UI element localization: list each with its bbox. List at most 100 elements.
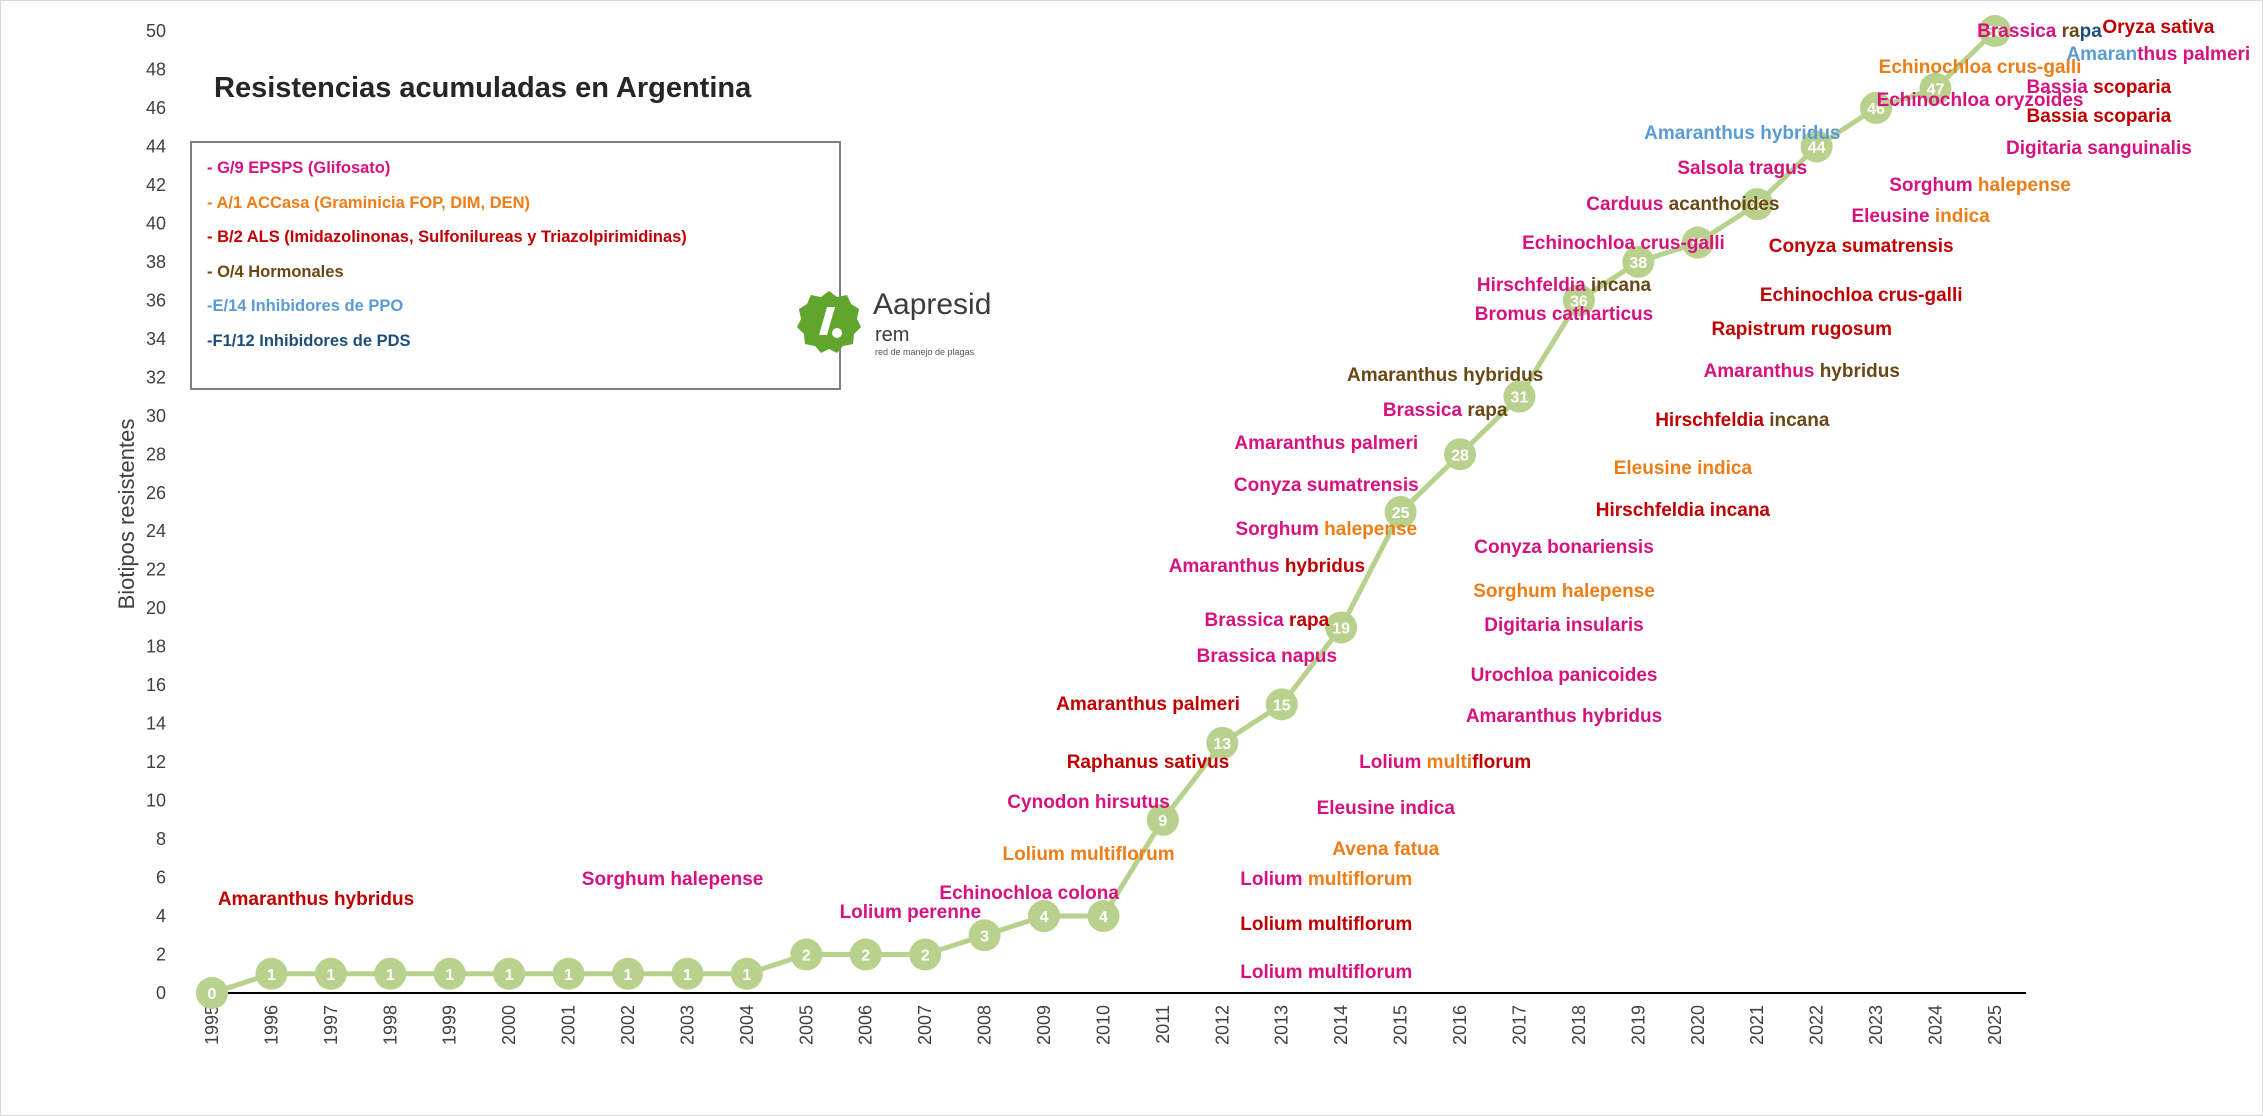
data-label: 3 — [980, 928, 989, 945]
species-annotation: Sorghum halepense — [1889, 175, 2071, 197]
species-annotation: Sorghum halepense — [582, 869, 764, 891]
x-tick-label: 2021 — [1747, 1005, 1767, 1045]
data-point-marker — [1860, 91, 1893, 124]
x-tick-label: 2009 — [1034, 1005, 1054, 1045]
data-point: 19 — [1325, 611, 1358, 644]
species-annotation: Lolium multiflorum — [1359, 752, 1531, 774]
data-point-marker — [1800, 130, 1833, 163]
x-tick-label: 2006 — [856, 1005, 876, 1045]
data-point-marker — [1622, 245, 1655, 278]
y-axis-ticks: 0246810121416182022242628303234363840424… — [146, 21, 166, 1003]
data-label: 1 — [624, 967, 633, 984]
species-annotation-part: halepense — [1972, 174, 2071, 196]
species-annotation-part: Avena fatua — [1332, 838, 1440, 860]
species-annotation-part: Lolium perenne — [839, 902, 982, 924]
data-point: 1 — [730, 957, 763, 990]
legend-entry: - G/9 EPSPS (Glifosato) — [207, 159, 391, 177]
data-label: 15 — [1273, 697, 1291, 714]
species-annotation-part: Eleusine indica — [1613, 457, 1753, 479]
y-tick-label: 20 — [146, 598, 166, 618]
species-annotation: Eleusine indica — [1317, 798, 1455, 820]
data-label: 41 — [1748, 197, 1766, 214]
data-point: 4 — [1087, 900, 1120, 933]
species-annotation-part: Amaranthus hybridus — [1465, 705, 1663, 727]
species-annotation: Amaranthus hybridus — [1704, 361, 1900, 383]
chart-title: Resistencias acumuladas en Argentina — [214, 72, 752, 104]
data-point: 47 — [1919, 72, 1952, 105]
species-annotation: Urochloa panicoides — [1471, 665, 1658, 687]
data-label: 13 — [1213, 736, 1231, 753]
species-annotation-part: Amaranthus — [1703, 361, 1815, 383]
data-label: 1 — [386, 967, 395, 984]
y-tick-label: 10 — [146, 791, 166, 811]
species-annotation: Brassica rapa — [1383, 400, 1508, 422]
logo-tag: red de manejo de plagas — [875, 347, 975, 357]
legend-entry: - O/4 Hormonales — [207, 262, 344, 281]
data-label: 1 — [505, 967, 514, 984]
data-point: 38 — [1622, 245, 1655, 278]
data-point-marker — [1265, 688, 1298, 721]
species-annotation-part: Amaran — [2066, 44, 2138, 65]
aapresid-logo: Aapresid rem red de manejo de plagas — [797, 275, 997, 357]
species-annotation-part: Hirschfeldia — [1655, 409, 1764, 431]
data-label: 28 — [1451, 447, 1469, 464]
species-annotation-part: Eleusine indica — [1316, 798, 1455, 820]
data-label: 31 — [1511, 390, 1529, 407]
species-annotation-part: Conyza sumatrensis — [1233, 474, 1419, 496]
species-annotation-part: Oryza sativa — [2102, 17, 2215, 39]
y-tick-label: 2 — [156, 945, 166, 965]
data-point: 1 — [493, 957, 526, 990]
species-annotation: Oryza sativa — [2102, 17, 2214, 39]
species-annotation-part: Amaranthus palmeri — [1056, 694, 1240, 716]
y-tick-label: 22 — [146, 560, 166, 580]
data-label: 39 — [1689, 236, 1707, 253]
data-label: 1 — [445, 967, 454, 984]
species-annotation-part: Hirschfeldia — [1476, 274, 1586, 296]
x-tick-label: 2025 — [1985, 1005, 2005, 1045]
species-annotation: Brassica rapa — [1205, 610, 1330, 632]
data-point: 3 — [968, 919, 1001, 952]
species-annotation: Lolium multiflorum — [1240, 962, 1412, 984]
species-annotation-part: Brassica — [1977, 20, 2057, 42]
data-label: 4 — [1099, 909, 1108, 926]
data-point: 39 — [1681, 226, 1714, 259]
y-tick-label: 34 — [146, 329, 166, 349]
x-tick-label: 2001 — [559, 1005, 579, 1045]
data-point: 41 — [1741, 188, 1774, 221]
species-annotation-part: Bassia — [2026, 76, 2088, 98]
data-point: 46 — [1860, 91, 1893, 124]
species-annotation-part: Sorghum halepense — [581, 869, 764, 891]
y-tick-label: 4 — [156, 906, 166, 926]
species-annotation: Amaranthus hybridus — [1644, 123, 1840, 145]
species-annotation: Hirschfeldia incana — [1596, 500, 1770, 522]
legend-entry: - A/1 ACCasa (Graminicia FOP, DIM, DEN) — [207, 193, 531, 212]
x-tick-label: 1997 — [321, 1005, 341, 1045]
data-label: 9 — [1158, 813, 1167, 830]
species-annotation-part: pa — [2079, 20, 2102, 42]
data-point: 1 — [552, 957, 585, 990]
species-annotation-part: Lolium multiflorum — [1240, 961, 1413, 983]
species-annotation: Bromus catharticus — [1475, 304, 1653, 326]
species-annotation-part: Amaranthus hybridus — [1346, 365, 1544, 387]
species-annotation: Lolium multiflorum — [1003, 844, 1175, 866]
y-tick-label: 32 — [146, 367, 166, 387]
species-annotation: Echinochloa crus-galli — [1522, 233, 1725, 255]
species-annotation: Rapistrum rugosum — [1711, 319, 1892, 341]
y-tick-label: 46 — [146, 98, 166, 118]
species-annotation: Sorghum halepense — [1473, 581, 1655, 603]
species-annotation: Amaranthus palmeri — [2066, 44, 2250, 66]
data-point-marker — [493, 957, 526, 990]
y-tick-label: 36 — [146, 290, 166, 310]
x-tick-label: 2014 — [1331, 1005, 1351, 1045]
y-tick-label: 42 — [146, 175, 166, 195]
data-point-marker — [1444, 438, 1477, 471]
x-tick-label: 2007 — [915, 1005, 935, 1045]
species-annotation-part: florum — [1472, 752, 1532, 774]
x-tick-label: 2017 — [1509, 1005, 1529, 1045]
data-point: 4 — [1028, 900, 1061, 933]
species-annotation: Cynodon hirsutus — [1007, 792, 1170, 814]
data-point: 1 — [314, 957, 347, 990]
x-tick-label: 1999 — [440, 1005, 460, 1045]
species-annotation: Avena fatua — [1332, 839, 1439, 861]
y-tick-label: 50 — [146, 21, 166, 41]
